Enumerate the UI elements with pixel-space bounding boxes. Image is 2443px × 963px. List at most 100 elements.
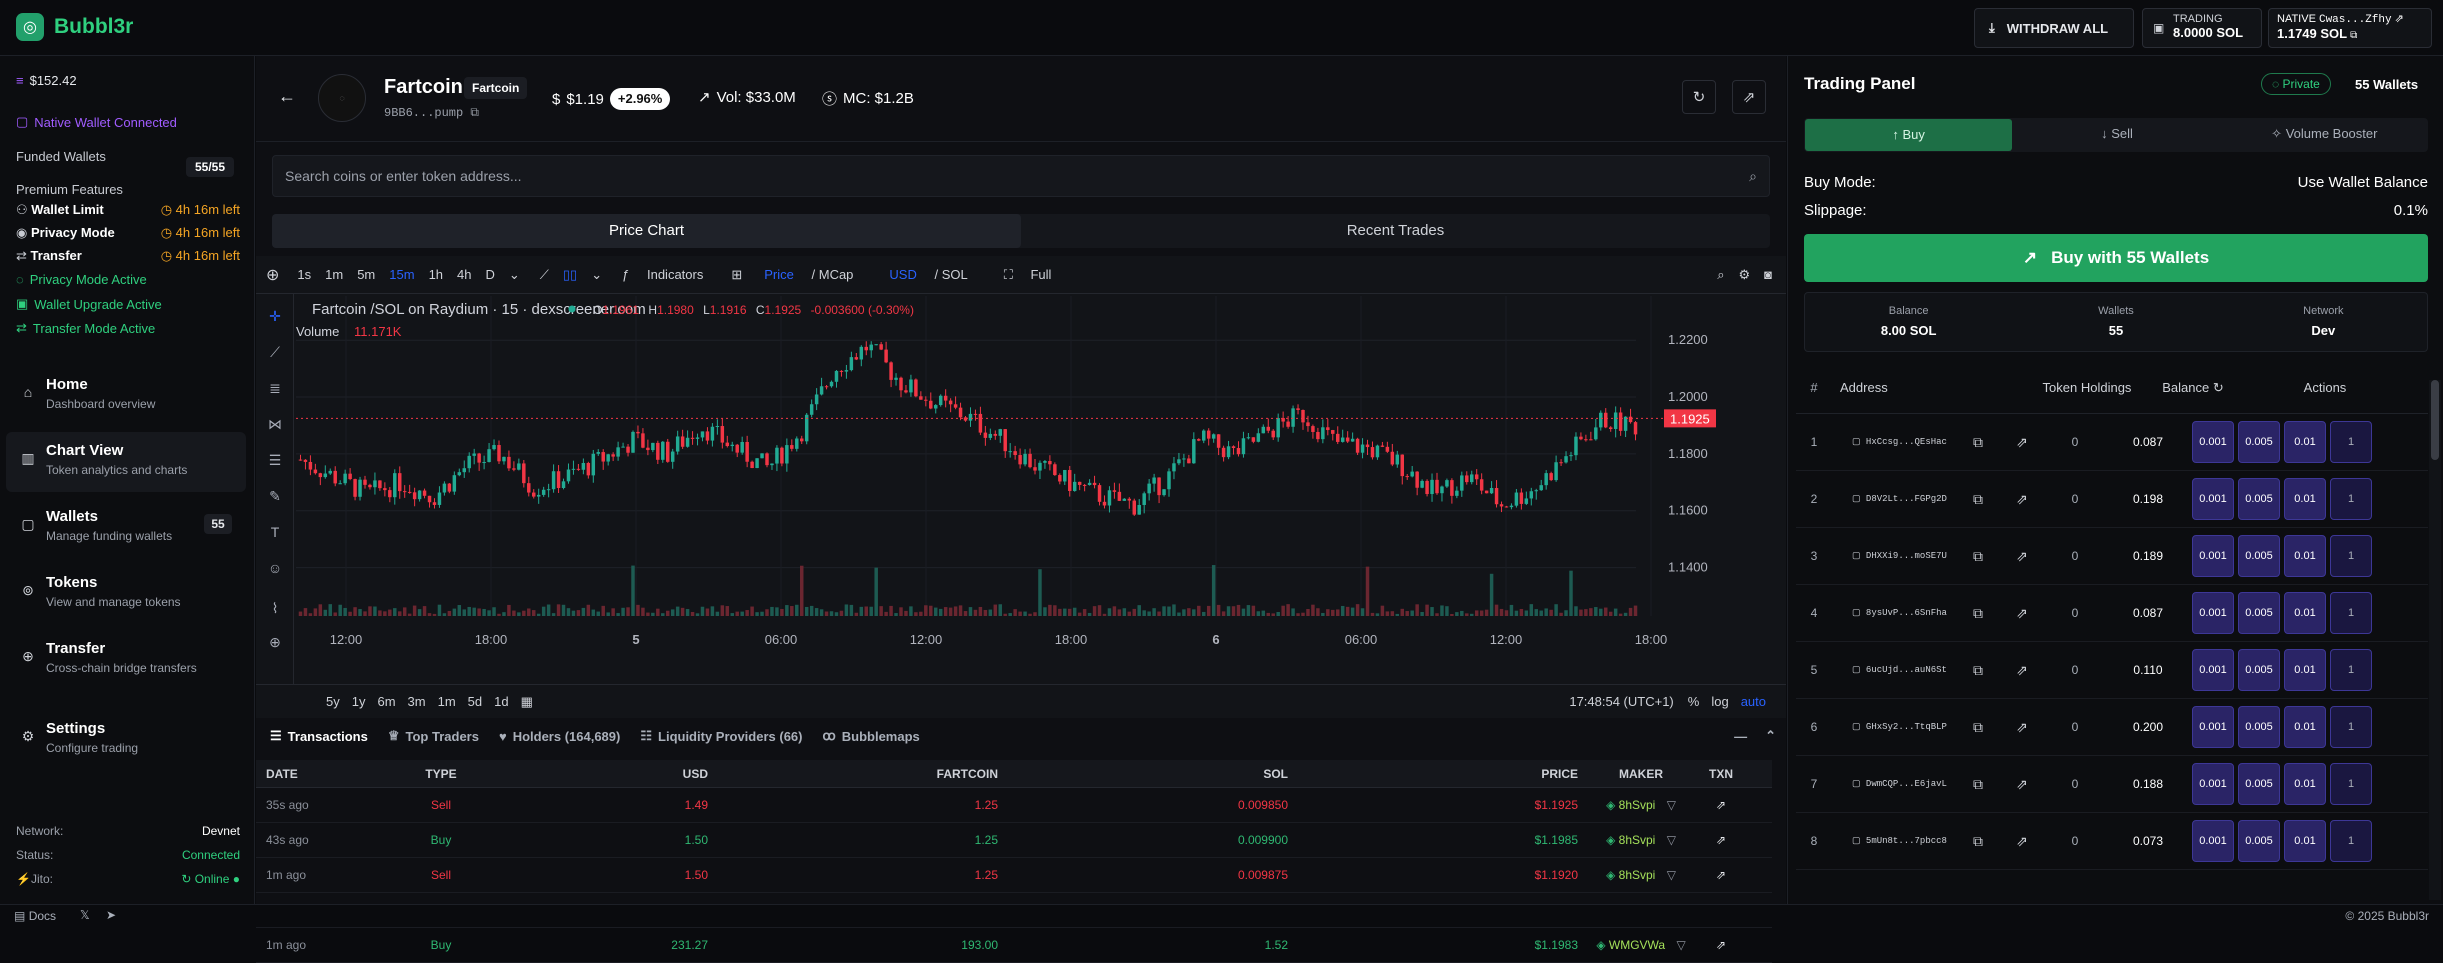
open-external-button[interactable]: ⇗ [1732, 80, 1766, 114]
quick-buy-button[interactable]: 0.01 [2284, 478, 2326, 520]
tx-link-icon[interactable]: ⇗ [1715, 868, 1727, 882]
wallet-address[interactable]: ▢ D8V2Lt...FGPg2D [1832, 494, 1956, 504]
quick-buy-button[interactable]: 0.005 [2238, 535, 2280, 577]
copy-icon[interactable]: ⧉ [1973, 490, 1983, 507]
ruler-icon[interactable]: ⌇ [271, 600, 279, 616]
nav-tokens[interactable]: ⊚ Tokens View and manage tokens [6, 564, 246, 624]
tab-sell[interactable]: ↓ Sell [2101, 126, 2133, 141]
text-icon[interactable]: T [270, 524, 280, 540]
wallet-address[interactable]: ▢ DHXXi9...moSE7U [1832, 551, 1956, 561]
range-3m[interactable]: 3m [407, 694, 426, 709]
col-usd[interactable]: USD [682, 766, 708, 781]
pattern-icon[interactable]: ⋈ [268, 416, 282, 432]
quick-buy-button[interactable]: 0.01 [2284, 706, 2326, 748]
quick-buy-button[interactable]: 1 [2330, 478, 2372, 520]
wallet-address[interactable]: ▢ DwmCQP...E6javL [1832, 779, 1956, 789]
crosshair-icon[interactable]: ✛ [269, 308, 281, 324]
col-type[interactable]: TYPE [425, 766, 457, 781]
trendline-icon[interactable]: ⟋ [270, 344, 280, 360]
buy-mode-value[interactable]: Use Wallet Balance [2297, 174, 2428, 191]
quick-buy-button[interactable]: 0.001 [2192, 592, 2234, 634]
buy-with-wallets-button[interactable]: ↗ Buy with 55 Wallets [1804, 234, 2428, 282]
interval-15m[interactable]: 15m [389, 267, 415, 282]
maker-address[interactable]: 8hSvpi [1618, 798, 1656, 812]
collapse-icon[interactable]: ⌃ [1765, 728, 1776, 743]
chevron-down-icon[interactable]: ⌄ [591, 266, 603, 282]
copy-icon[interactable]: ⧉ [470, 106, 479, 120]
quick-buy-button[interactable]: 0.01 [2284, 820, 2326, 862]
add-icon[interactable]: ⊕ [266, 266, 280, 284]
col-date[interactable]: DATE [266, 766, 298, 781]
tab-transactions[interactable]: ☰ Transactions [270, 728, 368, 744]
col-fartcoin[interactable]: FARTCOIN [936, 766, 998, 781]
maker-address[interactable]: 8hSvpi [1618, 868, 1656, 882]
quick-buy-button[interactable]: 0.01 [2284, 535, 2326, 577]
wallet-address[interactable]: ▢ 5mUn8t...7pbcc8 [1832, 836, 1956, 846]
tx-maker[interactable]: ◈ 8hSvpi ▽ [1586, 833, 1696, 847]
slippage-value[interactable]: 0.1% [2393, 202, 2428, 219]
tab-bubblemaps[interactable]: ꝏ Bubblemaps [823, 728, 920, 744]
candlestick-chart[interactable]: 1.1925 1.2200 1.2000 1.1800 1.1600 1.1400 12… [296, 296, 1716, 666]
emoji-icon[interactable]: ☺ [267, 560, 283, 576]
fullscreen-button[interactable]: ⛶ Full [1004, 267, 1066, 283]
zoom-in-icon[interactable]: ⊕ [269, 634, 281, 650]
col-price[interactable]: PRICE [1541, 766, 1578, 781]
auto-toggle[interactable]: auto [1740, 694, 1766, 709]
col-txn[interactable]: TXN [1709, 766, 1733, 781]
quick-buy-button[interactable]: 1 [2330, 706, 2372, 748]
range-1d[interactable]: 1d [494, 694, 509, 709]
interval-1s[interactable]: 1s [297, 267, 312, 282]
quick-buy-button[interactable]: 0.001 [2192, 649, 2234, 691]
refresh-button[interactable]: ↻ [1682, 80, 1716, 114]
range-5d[interactable]: 5d [467, 694, 483, 709]
native-wallet-box[interactable]: NATIVE Cwas...Zfhy ⇗ 1.1749 SOL ⧉ [2268, 8, 2432, 48]
search-chart-icon[interactable]: ⌕ [1717, 266, 1725, 282]
external-link-icon[interactable]: ⇗ [2394, 13, 2404, 25]
copy-icon[interactable]: ⧉ [1973, 604, 1983, 621]
quick-buy-button[interactable]: 1 [2330, 421, 2372, 463]
tab-recent-trades[interactable]: Recent Trades [1346, 222, 1445, 239]
wallet-address[interactable]: ▢ GHxSy2...TtqBLP [1832, 722, 1956, 732]
trading-balance[interactable]: ▣ TRADING 8.0000 SOL [2142, 8, 2262, 48]
maker-address[interactable]: WMGVWa [1608, 938, 1666, 952]
quick-buy-button[interactable]: 1 [2330, 763, 2372, 805]
usd-sol-toggle[interactable]: USD / SOL [889, 267, 968, 282]
fib-icon[interactable]: ≣ [269, 380, 281, 396]
wallets-scrollbar[interactable] [2429, 380, 2441, 900]
private-badge[interactable]: ◌ Private [2261, 73, 2331, 95]
tx-maker[interactable]: ◈ WMGVWa ▽ [1586, 938, 1696, 952]
range-1m[interactable]: 1m [437, 694, 456, 709]
quick-buy-button[interactable]: 0.001 [2192, 478, 2234, 520]
external-link-icon[interactable]: ⇗ [2016, 547, 2028, 564]
tab-holders[interactable]: ♥ Holders (164,689) [499, 729, 620, 744]
quick-buy-button[interactable]: 0.005 [2238, 649, 2280, 691]
filter-icon[interactable]: ▽ [1666, 868, 1676, 882]
layout-icon[interactable]: ⊞ [731, 266, 743, 282]
copy-icon[interactable]: ⧉ [1973, 718, 1983, 735]
quick-buy-button[interactable]: 0.005 [2238, 820, 2280, 862]
tab-top-traders[interactable]: ♕ Top Traders [388, 728, 479, 744]
col-balance[interactable]: Balance ↻ [2146, 380, 2240, 396]
external-link-icon[interactable]: ⇗ [2016, 775, 2028, 792]
interval-d[interactable]: D [485, 267, 495, 282]
tx-maker[interactable]: ◈ 8hSvpi ▽ [1586, 798, 1696, 812]
nav-settings[interactable]: ⚙ Settings Configure trading [6, 710, 246, 770]
telegram-icon[interactable]: ➤ [106, 908, 117, 922]
logo[interactable]: ◎ Bubbl3r [16, 13, 133, 41]
copy-icon[interactable]: ⧉ [1973, 661, 1983, 678]
quick-buy-button[interactable]: 1 [2330, 535, 2372, 577]
indicators-button[interactable]: ƒ Indicators [622, 267, 717, 282]
quick-buy-button[interactable]: 0.005 [2238, 763, 2280, 805]
quick-buy-button[interactable]: 0.005 [2238, 421, 2280, 463]
quick-buy-button[interactable]: 0.005 [2238, 706, 2280, 748]
quick-buy-button[interactable]: 0.001 [2192, 535, 2234, 577]
quick-buy-button[interactable]: 0.01 [2284, 649, 2326, 691]
quick-buy-button[interactable]: 0.001 [2192, 820, 2234, 862]
interval-1m[interactable]: 1m [325, 267, 344, 282]
refresh-icon[interactable]: ↻ [2212, 379, 2224, 395]
search-input[interactable]: Search coins or enter token address... ⌕ [272, 155, 1770, 197]
external-link-icon[interactable]: ⇗ [2016, 718, 2028, 735]
copy-icon[interactable]: ⧉ [1973, 547, 1983, 564]
percent-toggle[interactable]: % [1687, 694, 1700, 709]
wallet-address[interactable]: ▢ 6ucUjd...auN6St [1832, 665, 1956, 675]
